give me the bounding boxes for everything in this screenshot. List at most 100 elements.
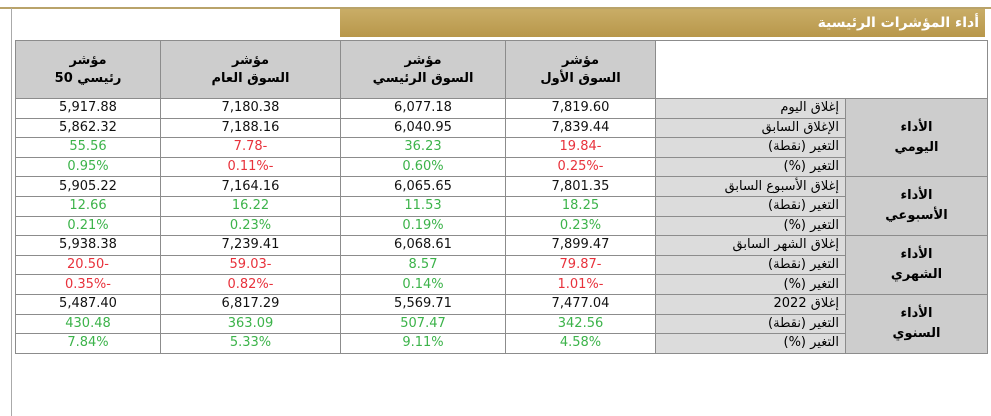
value-cell: 7,819.60	[505, 98, 656, 119]
data-row: الأداء الأسبوعي إغلاق الأسبوع السابق 7,801.…	[15, 176, 988, 237]
row-label: إغلاق الشهر السابق	[655, 235, 846, 256]
value-cell: 5,938.38	[15, 235, 161, 256]
group-label: الأداء اليومي	[845, 97, 988, 178]
data-row: التغير (نقطة) 342.56 507.47 363.09 430.48	[15, 313, 988, 335]
data-row: الإغلاق السابق 7,839.44 6,040.95 7,188.16 5,…	[15, 117, 988, 139]
value-cell: 5,487.40	[15, 293, 161, 315]
column-header: مؤشر السوق الرئيسي	[340, 40, 506, 99]
value-cell: 507.47	[340, 313, 506, 335]
row-label: التغير (%)	[655, 333, 846, 354]
data-row: التغير (%) -0.25% 0.60% -0.11% 0.95%	[15, 156, 988, 178]
data-row: التغير (%) 4.58% 9.11% 5.33% 7.84%	[15, 333, 988, 354]
header-line: السوق الأول	[540, 70, 621, 86]
table-body: الأداء اليومي إغلاق اليوم 7,819.60 6,077.18 7…	[15, 97, 988, 354]
row-label: التغير (نقطة)	[655, 313, 846, 335]
value-cell: 5,862.32	[15, 117, 161, 139]
value-cell: 11.53	[340, 195, 506, 217]
value-cell: -1.01%	[505, 274, 656, 295]
value-cell: -7.78	[160, 137, 341, 158]
value-cell: 5,569.71	[340, 293, 506, 315]
value-cell: 0.60%	[340, 156, 506, 178]
value-cell: 342.56	[505, 313, 656, 335]
value-cell: 7,188.16	[160, 117, 341, 139]
group-label: الأداء السنوي	[845, 293, 988, 354]
value-cell: -79.87	[505, 254, 656, 276]
header-row: مؤشر السوق الأول مؤشر السوق الرئيسي مؤشر السو…	[15, 40, 988, 99]
value-cell: 6,077.18	[340, 98, 506, 119]
data-row: التغير (نقطة) -79.87 8.57 -59.03 -20.50	[15, 254, 988, 276]
value-cell: 6,065.65	[340, 176, 506, 197]
value-cell: 18.25	[505, 195, 656, 217]
top-rule	[0, 7, 991, 9]
header-blank	[655, 40, 988, 99]
group-label: الأداء الأسبوعي	[845, 176, 988, 237]
column-header: مؤشر رئيسي 50	[15, 40, 161, 99]
value-cell: 0.19%	[340, 215, 506, 237]
value-cell: 5,905.22	[15, 176, 161, 197]
value-cell: 0.23%	[505, 215, 656, 237]
value-cell: 5,917.88	[15, 98, 161, 119]
title-bar: أداء المؤشرات الرئيسية	[340, 9, 985, 37]
group-label-line: الأسبوعي	[885, 208, 948, 224]
header-line: مؤشر	[69, 52, 107, 68]
row-label: التغير (%)	[655, 215, 846, 237]
column-header: مؤشر السوق الأول	[505, 40, 656, 99]
value-cell: 7,801.35	[505, 176, 656, 197]
data-row: الأداء السنوي إغلاق 2022 7,477.04 5,569.71 6,…	[15, 293, 988, 354]
value-cell: -0.11%	[160, 156, 341, 178]
row-label: إغلاق الأسبوع السابق	[655, 176, 846, 197]
group-label-line: السنوي	[892, 325, 941, 341]
row-label: التغير (%)	[655, 156, 846, 178]
group-label-line: الأداء	[900, 247, 933, 263]
header-line: السوق العام	[211, 70, 290, 86]
header-line: مؤشر	[561, 52, 600, 68]
value-cell: 36.23	[340, 137, 506, 158]
value-cell: 363.09	[160, 313, 341, 335]
index-table: مؤشر السوق الأول مؤشر السوق الرئيسي مؤشر السو…	[15, 40, 988, 354]
value-cell: 9.11%	[340, 333, 506, 354]
value-cell: 7,899.47	[505, 235, 656, 256]
group-label-line: الأداء	[900, 119, 933, 135]
value-cell: 16.22	[160, 195, 341, 217]
value-cell: -20.50	[15, 254, 161, 276]
value-cell: 7,239.41	[160, 235, 341, 256]
value-cell: 4.58%	[505, 333, 656, 354]
data-row: التغير (%) -1.01% 0.14% -0.82% -0.35%	[15, 274, 988, 295]
value-cell: 0.21%	[15, 215, 161, 237]
value-cell: 430.48	[15, 313, 161, 335]
header-line: مؤشر	[404, 52, 442, 68]
row-label: التغير (نقطة)	[655, 254, 846, 276]
data-row: الأداء اليومي إغلاق اليوم 7,819.60 6,077.18 7…	[15, 97, 988, 178]
value-cell: 6,068.61	[340, 235, 506, 256]
row-label: التغير (نقطة)	[655, 137, 846, 158]
value-cell: 6,040.95	[340, 117, 506, 139]
row-label: إغلاق 2022	[655, 293, 846, 315]
value-cell: 6,817.29	[160, 293, 341, 315]
value-cell: 7,164.16	[160, 176, 341, 197]
group-label-line: الأداء	[900, 188, 933, 204]
data-row: التغير (%) 0.23% 0.19% 0.23% 0.21%	[15, 215, 988, 237]
value-cell: -0.35%	[15, 274, 161, 295]
value-cell: -19.84	[505, 137, 656, 158]
value-cell: 0.23%	[160, 215, 341, 237]
row-label: التغير (%)	[655, 274, 846, 295]
value-cell: 5.33%	[160, 333, 341, 354]
value-cell: 7,477.04	[505, 293, 656, 315]
left-rule	[11, 8, 12, 416]
value-cell: 7,839.44	[505, 117, 656, 139]
group-label-line: الشهري	[890, 267, 943, 283]
header-line: السوق الرئيسي	[372, 70, 474, 86]
data-row: التغير (نقطة) -19.84 36.23 -7.78 55.56	[15, 137, 988, 158]
value-cell: 0.14%	[340, 274, 506, 295]
row-label: إغلاق اليوم	[655, 98, 846, 119]
column-header: مؤشر السوق العام	[160, 40, 341, 99]
value-cell: -0.82%	[160, 274, 341, 295]
value-cell: -0.25%	[505, 156, 656, 178]
group-label-line: اليومي	[894, 139, 939, 155]
data-row: التغير (نقطة) 18.25 11.53 16.22 12.66	[15, 195, 988, 217]
value-cell: 55.56	[15, 137, 161, 158]
header-line: مؤشر	[231, 52, 270, 68]
row-label: التغير (نقطة)	[655, 195, 846, 217]
value-cell: 8.57	[340, 254, 506, 276]
